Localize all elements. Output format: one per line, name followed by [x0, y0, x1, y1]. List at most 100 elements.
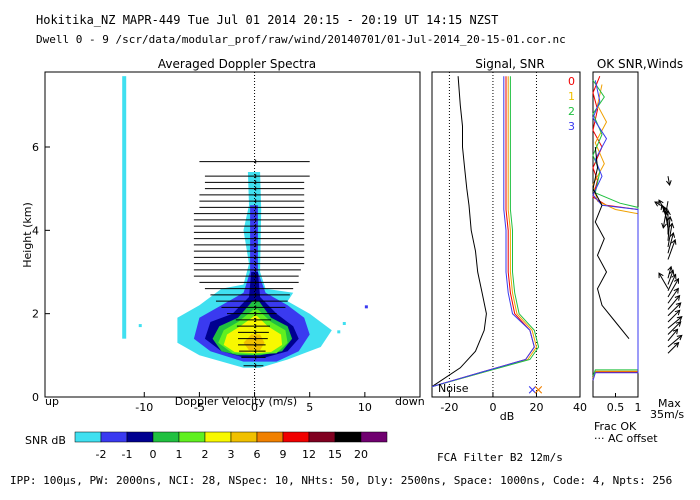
spectra-xtick-label-4: 10 — [358, 401, 372, 414]
wind-vector-14 — [667, 232, 674, 254]
fracok-xtick-label-1: 1 — [635, 401, 642, 414]
fracok-series-frac-ok-green — [592, 80, 639, 377]
spectra-xtick-label-0: -10 — [135, 401, 153, 414]
colorbar-swatch-7 — [256, 431, 284, 443]
wind-arrowhead-8 — [673, 287, 679, 294]
snr-colorbar: -2 -1 0 1 2 3 6 9 12 15 20 — [74, 431, 388, 461]
noise-marker-x2: × — [533, 383, 544, 398]
wind-vector-10 — [667, 274, 677, 291]
snr-speck-1 — [337, 330, 341, 334]
spectra-ytick-label-3: 6 — [32, 141, 39, 154]
colorbar-swatch-9 — [308, 431, 336, 443]
interference-strip — [122, 76, 127, 339]
fracok-series-frac-ok-red — [592, 76, 639, 381]
wind-vector-21 — [654, 201, 669, 210]
wind-arrowhead-7 — [674, 294, 681, 301]
signal-snr-panel: Signal, SNR -20 0 20 40 dB Noise × × 0 1 2 3 — [431, 57, 587, 423]
ok-snr-winds-panel: OK SNR,Winds 0.5 1 Frac OK ··· AC offset … — [592, 57, 684, 445]
channel-legend-3: 3 — [568, 120, 575, 133]
wind-arrowhead-24 — [658, 272, 664, 279]
signal-lines — [431, 76, 540, 388]
wind-arrowhead-0 — [673, 341, 680, 348]
wind-vector-0 — [667, 342, 679, 354]
fca-filter-label: FCA Filter B2 12m/s — [437, 451, 563, 464]
colorbar-swatch-2 — [126, 431, 154, 443]
wind-arrowhead-4 — [676, 316, 683, 322]
fracok-lines — [592, 76, 639, 381]
colorbar-tick-label-6: 6 — [254, 448, 261, 461]
wind-arrowhead-2 — [672, 328, 679, 335]
wind-arrowhead-5 — [674, 309, 681, 316]
wind-vector-6 — [667, 302, 682, 317]
wind-arrowhead-6 — [675, 302, 682, 308]
wind-vector-22 — [662, 201, 669, 228]
spectra-xtick-label-2: 0 — [251, 401, 258, 414]
header-file-path: Dwell 0 - 9 /scr/data/modular_prof/raw/w… — [36, 33, 566, 46]
wind-vector-24 — [658, 272, 669, 289]
spectra-ylabel: Height (km) — [21, 202, 34, 268]
colorbar-tick-label-2: 0 — [150, 448, 157, 461]
signal-series-3 — [431, 76, 535, 388]
spectra-heatmap — [122, 72, 368, 397]
fracok-axes: 0.5 1 — [607, 393, 642, 414]
fracok-xtick-label-0: 0.5 — [607, 401, 625, 414]
spectra-title: Averaged Doppler Spectra — [158, 57, 316, 71]
wind-vector-19 — [661, 204, 669, 223]
colorbar-swatch-0 — [74, 431, 102, 443]
wind-vector-20 — [658, 199, 669, 217]
colorbar-tick-label-3: 1 — [176, 448, 183, 461]
wind-arrowhead-20 — [658, 199, 664, 206]
wind-vector-23 — [667, 176, 671, 186]
wind-vectors — [654, 176, 683, 354]
channel-legend-0: 0 — [568, 75, 575, 88]
colorbar-swatch-4 — [178, 431, 206, 443]
colorbar-swatch-6 — [230, 431, 258, 443]
signal-series-1 — [431, 76, 538, 388]
spectra-ytick-label-2: 4 — [32, 224, 39, 237]
colorbar-swatch-8 — [282, 431, 310, 443]
colorbar-tick-label-4: 2 — [202, 448, 209, 461]
spectra-frame — [44, 71, 421, 398]
winds-title: OK SNR,Winds — [597, 57, 683, 71]
colorbar-tick-label-1: -1 — [122, 448, 133, 461]
wind-vector-9 — [667, 278, 679, 298]
signal-xlabel: dB — [500, 410, 515, 423]
signal-xtick-label-2: 20 — [529, 401, 543, 414]
max-speed-label: 35m/s — [650, 408, 684, 421]
colorbar-tick-label-5: 3 — [228, 448, 235, 461]
spectra-xlabel: Doppler Velocity (m/s) — [175, 395, 297, 408]
signal-xtick-label-1: 0 — [489, 401, 496, 414]
wind-arrowhead-12 — [667, 265, 673, 272]
max-label: Max — [658, 397, 681, 410]
wind-arrowhead-11 — [669, 269, 675, 276]
wind-arrowhead-1 — [676, 334, 683, 341]
header-title: Hokitika_NZ MAPR-449 Tue Jul 01 2014 20:… — [36, 13, 499, 27]
signal-series-noise — [431, 76, 487, 388]
channel-legend: 0 1 2 3 — [568, 75, 575, 133]
spectra-ytick-label-0: 0 — [32, 391, 39, 404]
colorbar-swatch-1 — [100, 431, 128, 443]
snr-speck-0 — [138, 324, 142, 328]
wind-vector-2 — [667, 328, 679, 342]
wind-arrowhead-21 — [654, 201, 661, 207]
wind-arrowhead-14 — [669, 231, 676, 238]
snr-speck-2 — [364, 305, 368, 309]
fracok-series-ac-offset — [592, 146, 630, 340]
colorbar-swatch-3 — [152, 431, 180, 443]
spectra-axes: -10 -5 0 5 10 0 2 4 6 — [32, 141, 372, 414]
wind-vector-1 — [667, 335, 683, 348]
wind-vector-12 — [667, 266, 672, 279]
spectral-width-bars — [193, 159, 310, 368]
wind-vector-16 — [667, 216, 671, 241]
noise-label: Noise — [438, 382, 469, 395]
colorbar-tick-label-0: -2 — [96, 448, 107, 461]
colorbar-tick-label-8: 12 — [302, 448, 316, 461]
signal-axes: -20 0 20 40 — [440, 392, 587, 414]
label-up: up — [45, 395, 59, 408]
wind-vector-15 — [667, 223, 673, 248]
signal-series-2 — [431, 76, 540, 388]
colorbar-tick-label-7: 9 — [280, 448, 287, 461]
wind-vector-11 — [667, 270, 674, 285]
signal-xtick-label-0: -20 — [440, 401, 458, 414]
